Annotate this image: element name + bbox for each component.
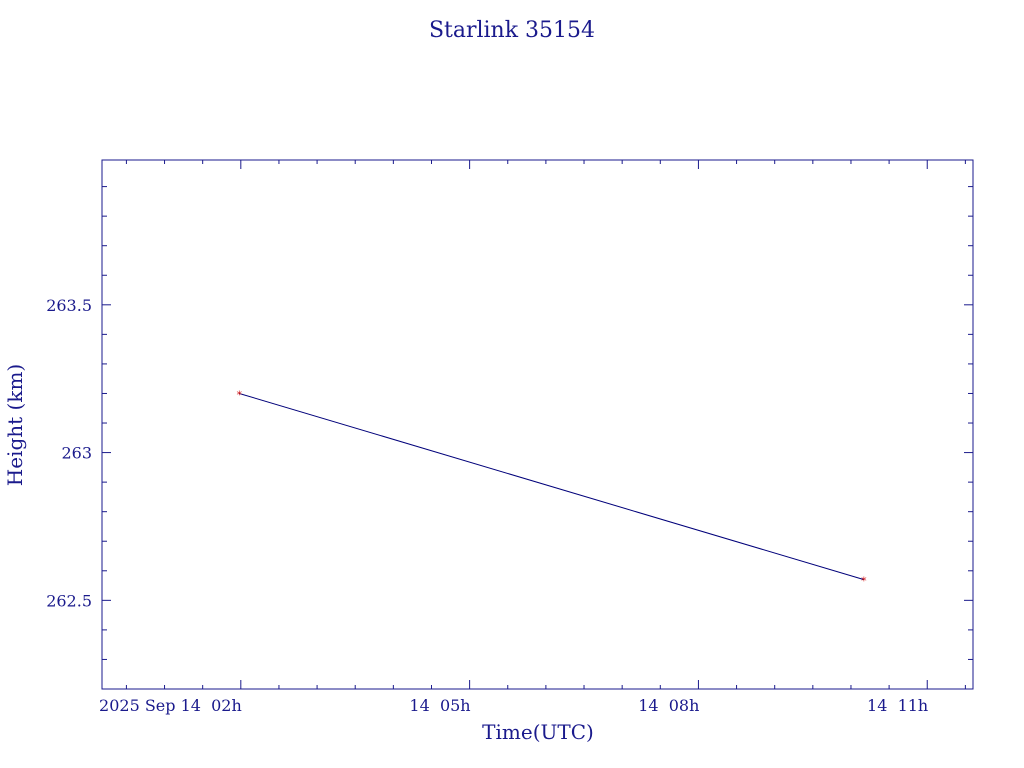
data-point-marker: * xyxy=(861,575,867,588)
y-tick-label: 263.5 xyxy=(46,296,92,315)
y-axis-title: Height (km) xyxy=(3,364,27,486)
plot-frame xyxy=(101,159,974,690)
x-axis-title: Time(UTC) xyxy=(482,720,594,744)
x-tick-label: 14 08h xyxy=(638,696,699,715)
x-major-ticks xyxy=(240,160,928,689)
x-minor-ticks xyxy=(125,160,966,689)
y-tick-label: 263 xyxy=(61,444,92,463)
y-tick-labels: 263.5 263 262.5 xyxy=(46,296,92,611)
series-group: ** xyxy=(237,388,868,587)
data-point-marker: * xyxy=(237,388,243,401)
x-tick-label: 14 11h xyxy=(867,696,928,715)
y-tick-label: 262.5 xyxy=(46,591,92,610)
chart-title: Starlink 35154 xyxy=(429,18,595,43)
series-line xyxy=(239,392,865,581)
x-tick-label: 14 05h xyxy=(409,696,470,715)
y-minor-ticks xyxy=(102,186,973,690)
x-tick-labels: 2025 Sep 14 02h 14 05h 14 08h 14 11h xyxy=(99,696,928,715)
x-tick-label: 2025 Sep 14 02h xyxy=(99,696,242,715)
y-major-ticks xyxy=(102,304,973,601)
